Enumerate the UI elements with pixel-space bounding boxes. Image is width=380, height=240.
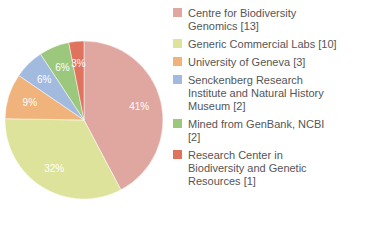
legend-swatch [173, 75, 182, 84]
pie: 41%32%9%6%6%3% [5, 41, 163, 199]
legend: Centre for BiodiversityGenomics [13] Gene… [173, 7, 337, 187]
legend-label: University of Geneva [3] [188, 56, 305, 68]
chart: 41%32%9%6%6%3%Centre for BiodiversityGen… [0, 0, 380, 240]
pie-slice [5, 119, 121, 199]
legend-label: Mined from GenBank, NCBI[2] [188, 118, 324, 143]
legend-swatch [173, 39, 182, 48]
data-label: 9% [23, 97, 38, 108]
legend-swatch [173, 119, 182, 128]
data-label: 32% [44, 163, 64, 174]
data-label: 3% [71, 58, 86, 69]
legend-label: Centre for BiodiversityGenomics [13] [188, 7, 297, 32]
data-label: 6% [55, 62, 70, 73]
data-label: 6% [37, 74, 52, 85]
data-label: 41% [129, 101, 149, 112]
pie-slice [69, 41, 84, 120]
legend-label: Research Center inBiodiversity and Genet… [188, 149, 307, 187]
legend-label: Generic Commercial Labs [10] [188, 38, 337, 50]
legend-swatch [173, 8, 182, 17]
legend-label: Senckenberg ResearchInstitute and Natura… [188, 74, 324, 112]
legend-swatch [173, 57, 182, 66]
legend-swatch [173, 150, 182, 159]
